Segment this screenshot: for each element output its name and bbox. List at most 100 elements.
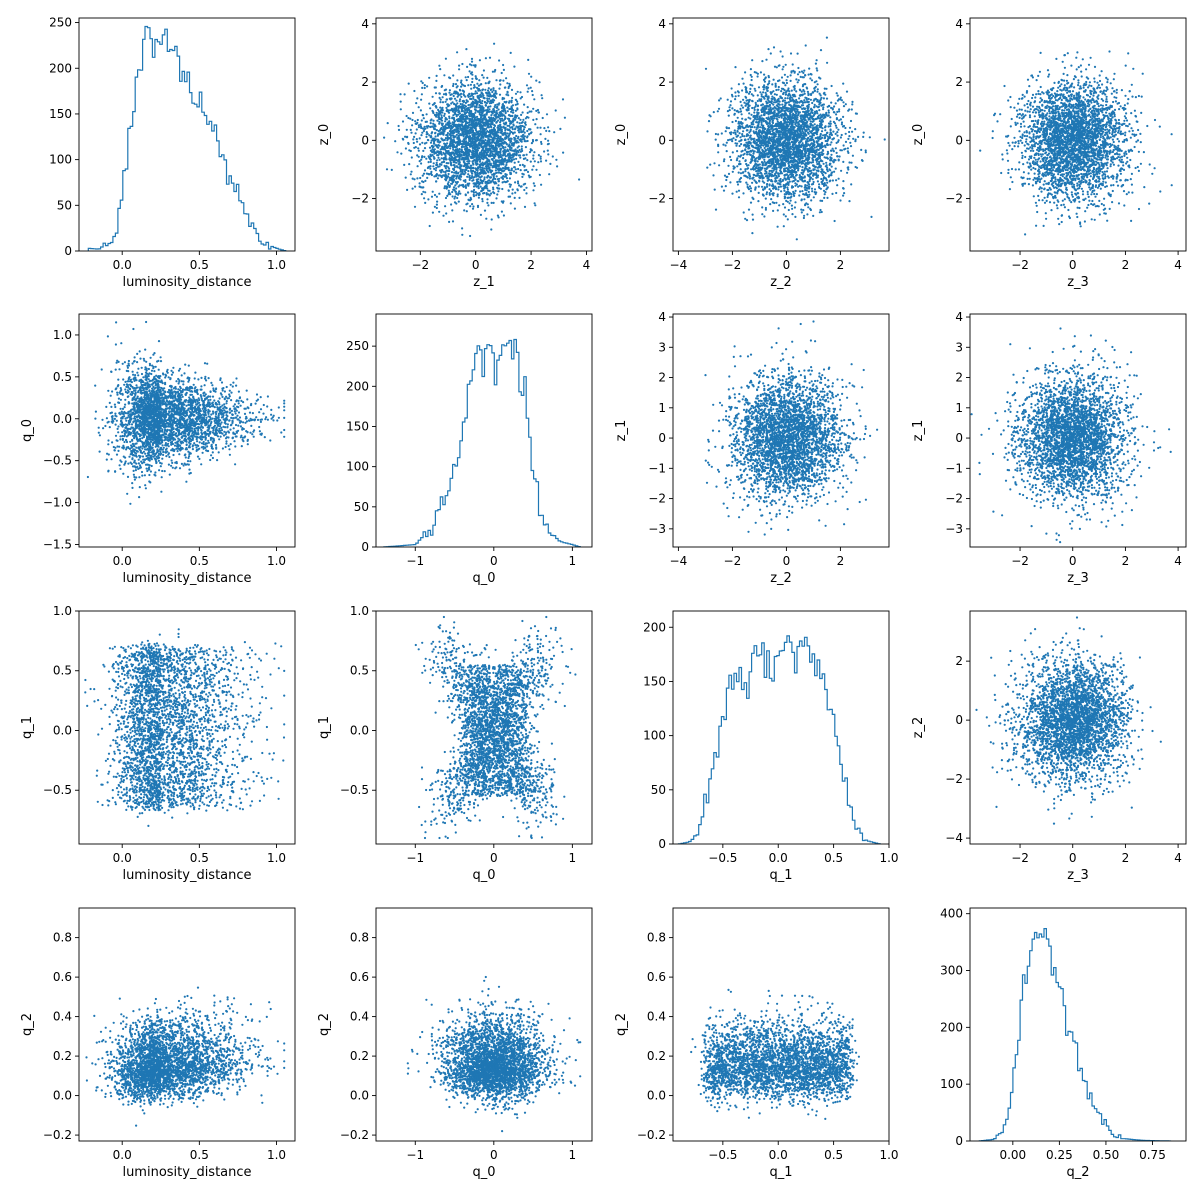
scatter-point	[521, 172, 524, 175]
scatter-point	[464, 179, 467, 182]
scatter-point	[738, 132, 741, 135]
scatter-point	[751, 145, 754, 148]
scatter-point	[464, 101, 467, 104]
scatter-point	[487, 105, 490, 108]
scatter-point	[508, 124, 511, 127]
scatter-point	[482, 192, 485, 195]
scatter-point	[438, 96, 441, 99]
scatter-point	[522, 118, 525, 121]
scatter-point	[759, 126, 762, 129]
scatter-point	[497, 135, 500, 138]
scatter-point	[495, 116, 498, 119]
scatter-point	[489, 169, 492, 172]
scatter-point	[470, 190, 473, 193]
scatter-point	[529, 160, 532, 163]
scatter-point	[477, 185, 480, 188]
scatter-point	[419, 176, 422, 180]
scatter-point	[451, 116, 454, 119]
x-tick-label: 1.0	[267, 258, 286, 272]
scatter-point	[464, 180, 467, 183]
scatter-point	[501, 133, 504, 136]
scatter-point	[490, 135, 493, 139]
scatter-point	[519, 126, 523, 129]
scatter-point	[511, 126, 514, 129]
scatter-point	[423, 197, 426, 200]
scatter-point	[452, 92, 455, 95]
scatter-point	[447, 125, 450, 128]
scatter-point	[488, 56, 492, 59]
scatter-point	[736, 150, 739, 153]
scatter-point	[458, 184, 461, 187]
scatter-point	[472, 205, 475, 208]
scatter-point	[473, 137, 476, 140]
scatter-point	[448, 184, 451, 188]
scatter-point	[734, 98, 737, 101]
scatter-point	[385, 168, 389, 171]
scatter-point	[442, 160, 445, 163]
scatter-point	[419, 123, 422, 126]
scatter-point	[492, 165, 495, 168]
scatter-point	[478, 134, 481, 137]
scatter-point	[453, 197, 456, 200]
scatter-point	[471, 125, 474, 128]
scatter-point	[424, 201, 427, 204]
scatter-point	[748, 153, 751, 156]
scatter-point	[429, 125, 432, 128]
scatter-point	[547, 139, 550, 142]
scatter-point	[868, 136, 871, 139]
scatter-point	[464, 76, 467, 79]
scatter-point	[520, 145, 523, 148]
scatter-point	[487, 189, 490, 192]
scatter-point	[477, 136, 480, 139]
scatter-point	[429, 158, 432, 161]
scatter-point	[454, 171, 458, 174]
scatter-point	[472, 95, 475, 99]
scatter-point	[437, 130, 440, 133]
scatter-point	[492, 201, 495, 204]
scatter-point	[473, 145, 476, 148]
scatter-point	[447, 189, 450, 192]
scatter-point	[444, 196, 448, 200]
scatter-point	[409, 149, 412, 153]
scatter-point	[429, 107, 432, 110]
scatter-point	[502, 175, 505, 178]
scatter-point	[778, 64, 781, 67]
scatter-point	[445, 162, 448, 165]
scatter-point	[450, 182, 453, 185]
scatter-point	[413, 178, 416, 181]
scatter-point	[474, 64, 477, 67]
scatter-point	[784, 117, 787, 120]
scatter-point	[523, 126, 526, 129]
scatter-point	[451, 152, 454, 155]
scatter-point	[520, 95, 524, 99]
scatter-point	[814, 85, 817, 88]
scatter-point	[778, 100, 781, 103]
scatter-point	[506, 159, 509, 162]
scatter-point	[519, 169, 522, 172]
scatter-point	[478, 160, 482, 163]
scatter-point	[455, 133, 458, 136]
scatter-point	[449, 159, 452, 162]
scatter-point	[492, 107, 495, 111]
scatter-point	[499, 139, 502, 142]
scatter-point	[439, 140, 442, 143]
scatter-point	[833, 170, 836, 173]
scatter-point	[489, 142, 492, 145]
scatter-point	[500, 210, 503, 213]
scatter-point	[483, 113, 486, 116]
scatter-point	[452, 168, 456, 172]
scatter-point	[462, 100, 466, 103]
scatter-point	[813, 89, 817, 92]
scatter-point	[828, 135, 831, 138]
scatter-point	[714, 208, 718, 211]
scatter-point	[474, 77, 478, 80]
scatter-point	[515, 157, 518, 160]
panel-r0-c0: 0.0 0.5 1.0050100150200250luminosity_dista…	[49, 16, 296, 290]
scatter-point	[445, 106, 448, 109]
scatter-point	[482, 170, 485, 173]
scatter-point	[489, 105, 492, 108]
scatter-point	[421, 86, 424, 89]
scatter-point	[470, 164, 473, 167]
scatter-point	[508, 139, 511, 142]
scatter-point	[446, 134, 449, 137]
